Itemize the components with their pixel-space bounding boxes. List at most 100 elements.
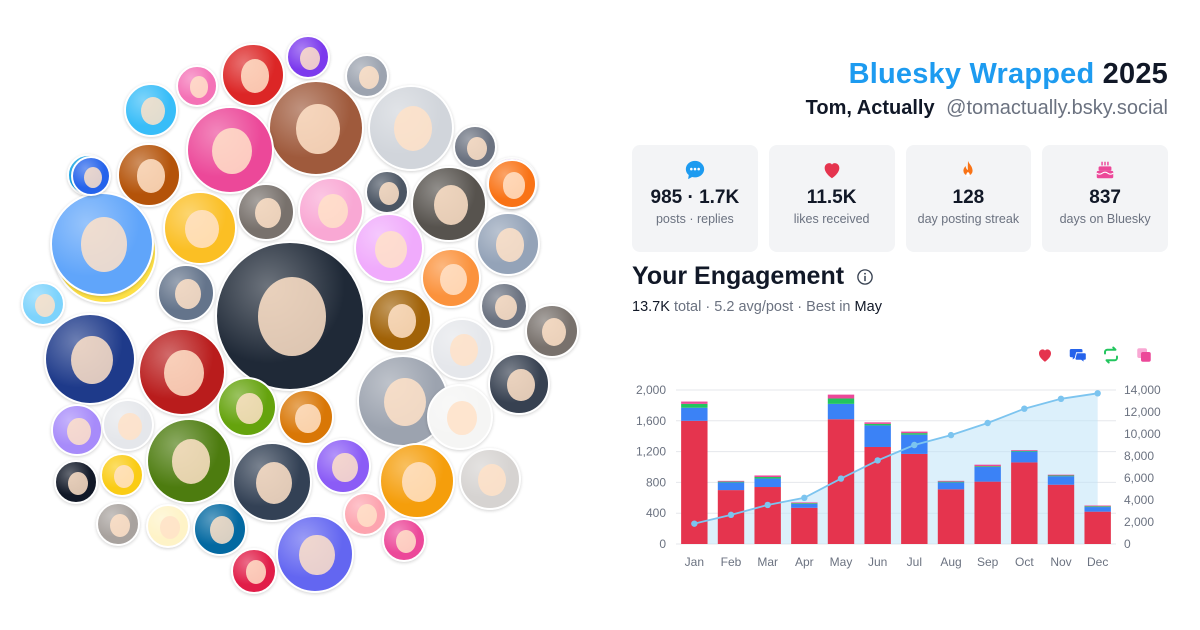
y-tick-right: 2,000 bbox=[1124, 515, 1154, 529]
avatar-8[interactable] bbox=[453, 125, 497, 169]
wrapped-header: Bluesky Wrapped 2025 Tom, Actually @toma… bbox=[806, 58, 1168, 120]
avatar-28[interactable] bbox=[138, 328, 226, 416]
engagement-total-label: total bbox=[673, 299, 702, 315]
info-icon[interactable] bbox=[856, 268, 874, 286]
avatar-face bbox=[401, 462, 437, 502]
bar-reposts-may bbox=[827, 398, 855, 404]
stat-value: 128 bbox=[952, 187, 985, 208]
avatar-24[interactable] bbox=[21, 282, 65, 326]
avatar-51[interactable] bbox=[382, 518, 426, 562]
avatar-52[interactable] bbox=[50, 192, 154, 296]
cumulative-point bbox=[1021, 405, 1028, 412]
avatar-50[interactable] bbox=[343, 492, 387, 536]
avatar-34[interactable] bbox=[278, 389, 334, 445]
avatar-46[interactable] bbox=[146, 504, 190, 548]
repost-icon[interactable] bbox=[1102, 346, 1120, 364]
bar-likes-oct bbox=[1011, 462, 1038, 544]
avatar-face bbox=[318, 193, 348, 229]
avatar-10[interactable] bbox=[117, 143, 181, 207]
page-title: Bluesky Wrapped 2025 bbox=[806, 58, 1168, 91]
avatar-face bbox=[189, 76, 209, 99]
avatar-26[interactable] bbox=[480, 282, 528, 330]
avatar-18[interactable] bbox=[476, 212, 540, 276]
cumulative-line bbox=[694, 392, 1098, 525]
avatar-21[interactable] bbox=[215, 241, 365, 391]
cumulative-point bbox=[1094, 390, 1101, 397]
avatar-16[interactable] bbox=[365, 170, 409, 214]
avatar-face bbox=[254, 198, 282, 229]
stat-value: 11.5K bbox=[806, 187, 857, 208]
y-tick-right: 6,000 bbox=[1124, 471, 1154, 485]
avatar-1[interactable] bbox=[286, 35, 330, 79]
heart-icon[interactable] bbox=[1036, 346, 1054, 364]
avatar-face bbox=[450, 333, 478, 367]
avatar-11[interactable] bbox=[186, 106, 274, 194]
avatar-47[interactable] bbox=[193, 502, 247, 556]
avatar-15[interactable] bbox=[298, 177, 364, 243]
avatar-49[interactable] bbox=[231, 548, 277, 594]
avatar-35[interactable] bbox=[427, 384, 493, 450]
y-tick-right: 10,000 bbox=[1124, 427, 1161, 441]
avatar-37[interactable] bbox=[102, 399, 154, 451]
bar-replies-sep bbox=[974, 467, 1001, 482]
bar-replies-nov bbox=[1047, 476, 1075, 485]
bar-likes-nov bbox=[1047, 484, 1075, 544]
avatar-face bbox=[387, 304, 417, 338]
user-handle[interactable]: @tomactually.bsky.social bbox=[946, 97, 1168, 119]
avatar-36[interactable] bbox=[51, 404, 103, 456]
engagement-total: 13.7K bbox=[632, 299, 670, 315]
brand-title: Bluesky Wrapped bbox=[848, 58, 1095, 90]
avatar-54[interactable] bbox=[71, 156, 111, 196]
avatar-38[interactable] bbox=[146, 418, 232, 504]
avatar-40[interactable] bbox=[315, 438, 371, 494]
avatar-48[interactable] bbox=[276, 515, 354, 593]
avatar-20[interactable] bbox=[157, 264, 215, 322]
chart-legend bbox=[1036, 346, 1153, 364]
avatar-53[interactable] bbox=[487, 159, 537, 209]
bar-replies-dec bbox=[1084, 507, 1111, 512]
x-tick-label: May bbox=[830, 555, 853, 569]
avatar-45[interactable] bbox=[96, 502, 140, 546]
avatar-44[interactable] bbox=[100, 453, 144, 497]
avatar-22[interactable] bbox=[354, 213, 424, 283]
avatar-face bbox=[507, 368, 535, 402]
quote-icon[interactable] bbox=[1135, 346, 1153, 364]
avatar-14[interactable] bbox=[237, 183, 295, 241]
avatar-29[interactable] bbox=[431, 318, 493, 380]
avatar-7[interactable] bbox=[368, 85, 454, 171]
avatar-31[interactable] bbox=[488, 353, 550, 415]
avatar-3[interactable] bbox=[345, 54, 389, 98]
bar-quotes-apr bbox=[791, 502, 818, 504]
avatar-41[interactable] bbox=[379, 443, 455, 519]
avatar-33[interactable] bbox=[217, 377, 277, 437]
bar-likes-apr bbox=[791, 507, 818, 544]
avatar-4[interactable] bbox=[124, 83, 178, 137]
avatar-25[interactable] bbox=[368, 288, 432, 352]
bar-reposts-apr bbox=[791, 503, 818, 504]
reply-icon[interactable] bbox=[1069, 346, 1087, 364]
avatar-17[interactable] bbox=[411, 166, 487, 242]
display-name[interactable]: Tom, Actually bbox=[805, 97, 935, 119]
avatar-23[interactable] bbox=[421, 248, 481, 308]
avatar-face bbox=[140, 97, 166, 126]
stat-value: 985 · 1.7K bbox=[650, 187, 740, 208]
stats-row: 985 · 1.7K posts · replies 11.5K likes r… bbox=[632, 145, 1168, 252]
avatar-27[interactable] bbox=[44, 313, 136, 405]
avatar-face bbox=[495, 294, 517, 320]
cumulative-point bbox=[837, 475, 845, 482]
avatar-face bbox=[332, 452, 358, 482]
avatar-39[interactable] bbox=[232, 442, 312, 522]
x-tick-label: Aug bbox=[940, 555, 961, 569]
avatar-face bbox=[68, 471, 88, 495]
avatar-42[interactable] bbox=[459, 448, 521, 510]
avatar-face bbox=[258, 276, 326, 356]
avatar-5[interactable] bbox=[176, 65, 218, 107]
avatar-30[interactable] bbox=[525, 304, 579, 358]
avatar-2[interactable] bbox=[221, 43, 285, 107]
stat-label: days on Bluesky bbox=[1059, 212, 1151, 226]
avatar-43[interactable] bbox=[54, 460, 98, 504]
avatar-6[interactable] bbox=[268, 80, 364, 176]
flame-icon bbox=[963, 160, 973, 177]
y-tick-left: 1,600 bbox=[636, 414, 666, 428]
avatar-13[interactable] bbox=[163, 191, 237, 265]
